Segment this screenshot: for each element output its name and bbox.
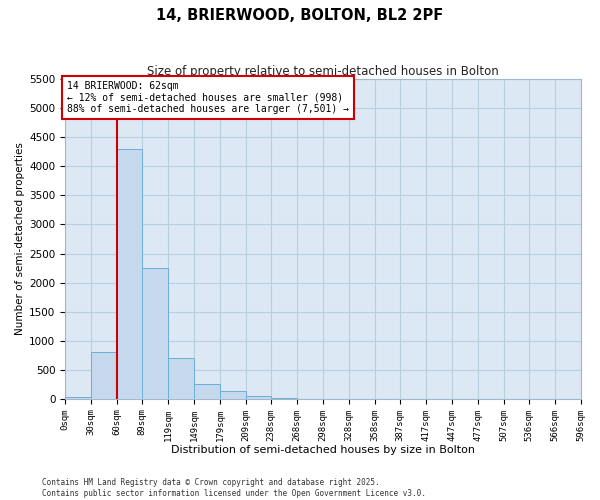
Bar xyxy=(220,392,246,399)
Bar xyxy=(117,149,142,399)
Y-axis label: Number of semi-detached properties: Number of semi-detached properties xyxy=(15,142,25,336)
Bar xyxy=(168,358,194,399)
Bar xyxy=(271,398,297,399)
Title: Size of property relative to semi-detached houses in Bolton: Size of property relative to semi-detach… xyxy=(147,65,499,78)
Bar xyxy=(194,384,220,399)
Text: 14 BRIERWOOD: 62sqm
← 12% of semi-detached houses are smaller (998)
88% of semi-: 14 BRIERWOOD: 62sqm ← 12% of semi-detach… xyxy=(67,81,349,114)
Bar xyxy=(142,268,168,399)
Text: 14, BRIERWOOD, BOLTON, BL2 2PF: 14, BRIERWOOD, BOLTON, BL2 2PF xyxy=(157,8,443,22)
Bar xyxy=(91,352,117,399)
X-axis label: Distribution of semi-detached houses by size in Bolton: Distribution of semi-detached houses by … xyxy=(171,445,475,455)
Bar xyxy=(65,397,91,399)
Text: Contains HM Land Registry data © Crown copyright and database right 2025.
Contai: Contains HM Land Registry data © Crown c… xyxy=(42,478,426,498)
Bar xyxy=(246,396,271,399)
